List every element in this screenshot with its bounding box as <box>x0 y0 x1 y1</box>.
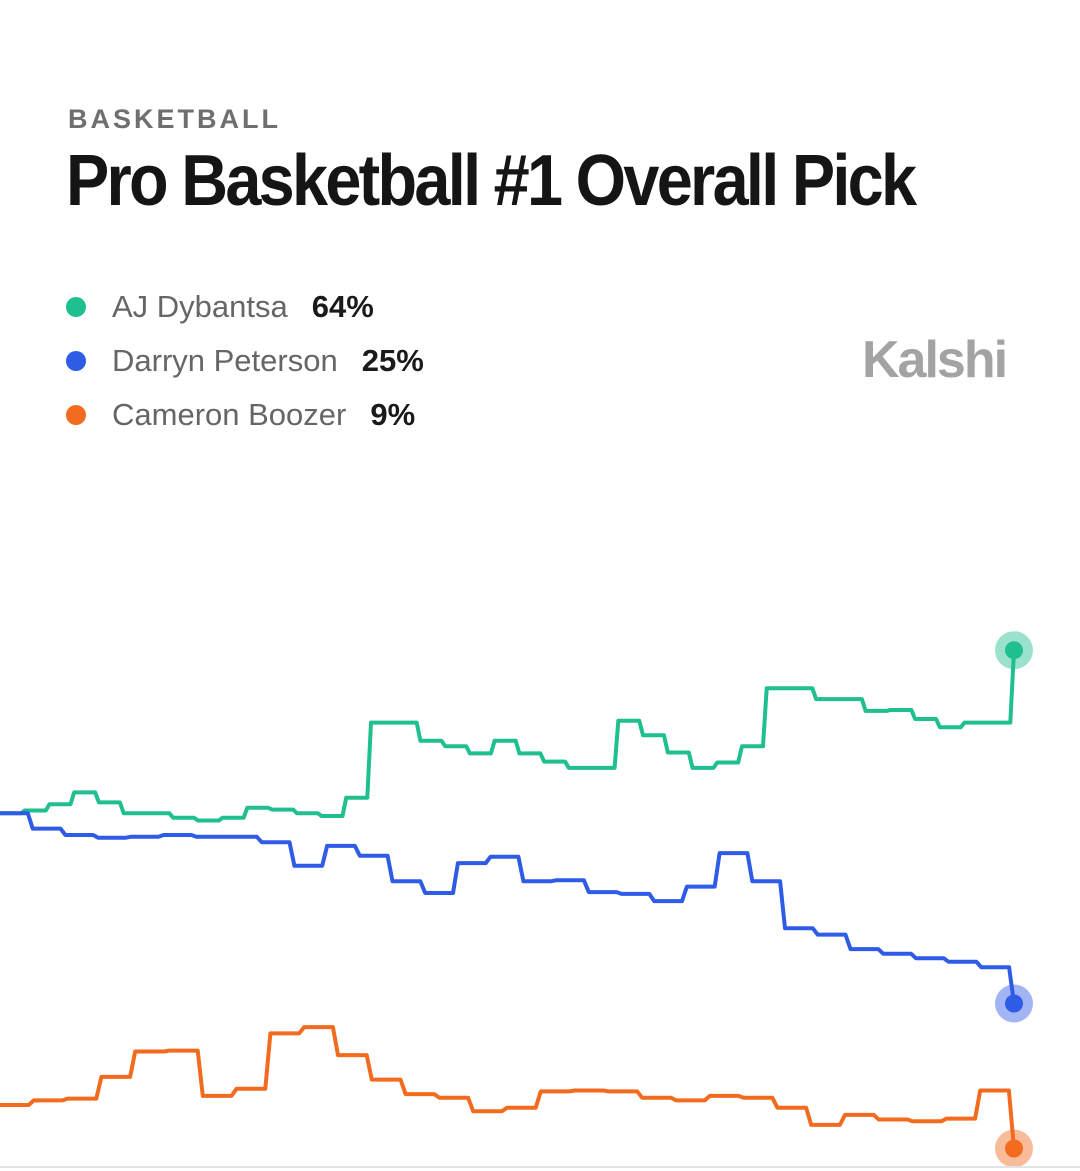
legend-dot-darryn-peterson <box>66 351 86 371</box>
legend-value: 9% <box>370 397 416 432</box>
series-line-aj-dybantsa <box>0 650 1016 823</box>
bottom-divider <box>0 1166 1080 1168</box>
legend-name: Darryn Peterson <box>112 343 338 378</box>
legend-dot-cameron-boozer <box>66 405 86 425</box>
series-line-darryn-peterson <box>0 811 1016 1004</box>
legend-name: AJ Dybantsa <box>112 289 288 324</box>
end-point-darryn-peterson[interactable] <box>1005 994 1023 1013</box>
chart-title: Pro Basketball #1 Overall Pick <box>66 141 917 221</box>
kalshi-logo: Kalshi <box>862 331 1008 389</box>
legend-item-aj-dybantsa[interactable]: AJ Dybantsa 64% <box>66 280 424 334</box>
legend-value: 64% <box>311 289 374 324</box>
series-line-cameron-boozer <box>0 1025 1016 1149</box>
end-point-cameron-boozer[interactable] <box>1005 1139 1023 1158</box>
legend-value: 25% <box>361 343 424 378</box>
legend: AJ Dybantsa 64% Darryn Peterson 25% Came… <box>66 280 424 442</box>
legend-item-cameron-boozer[interactable]: Cameron Boozer 9% <box>66 388 424 442</box>
category-label: BASKETBALL <box>68 104 281 134</box>
legend-item-darryn-peterson[interactable]: Darryn Peterson 25% <box>66 334 424 388</box>
end-point-aj-dybantsa[interactable] <box>1005 641 1023 660</box>
legend-dot-aj-dybantsa <box>66 297 86 317</box>
legend-name: Cameron Boozer <box>112 397 347 432</box>
